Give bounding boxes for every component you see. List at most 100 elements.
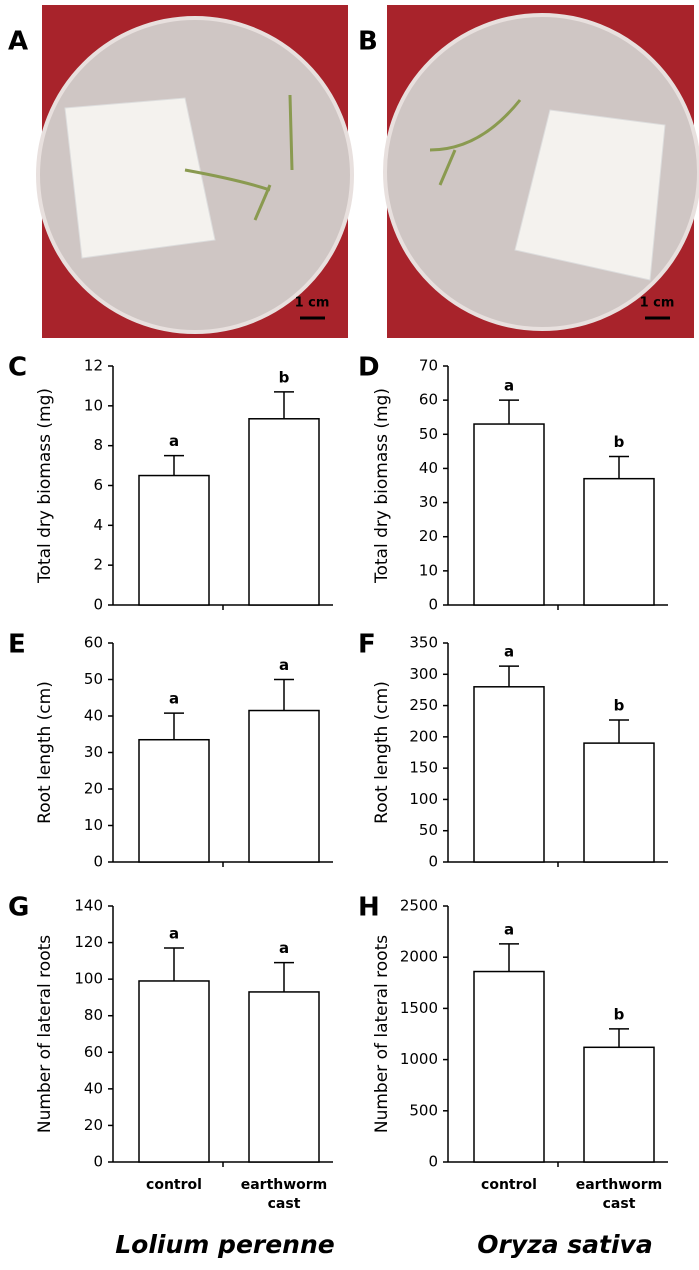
y-tick-label: 60 — [84, 1043, 103, 1061]
y-axis-label: Total dry biomass (mg) — [372, 388, 392, 584]
y-tick-label: 0 — [93, 1153, 103, 1171]
y-tick-label: 20 — [84, 1116, 103, 1134]
error-bar — [164, 712, 184, 740]
bar — [473, 423, 545, 606]
bar — [473, 686, 545, 863]
y-tick-label: 1500 — [400, 999, 438, 1017]
bar — [248, 418, 320, 606]
bar — [138, 474, 210, 606]
bar — [248, 709, 320, 863]
y-tick-label: 200 — [409, 727, 438, 745]
photo-a — [36, 5, 354, 338]
y-tick-label: 30 — [419, 493, 438, 511]
panel-label: F — [358, 630, 376, 660]
y-tick-label: 2000 — [400, 948, 438, 966]
y-axis-label: Number of lateral roots — [35, 935, 55, 1133]
significance-letter: b — [614, 1005, 625, 1023]
panel-label: E — [8, 630, 26, 660]
y-axis-label: Root length (cm) — [372, 681, 392, 824]
bar — [583, 1046, 655, 1163]
error-bar — [499, 399, 519, 425]
y-tick-label: 6 — [93, 476, 103, 494]
significance-letter: a — [504, 920, 514, 938]
significance-letter: a — [169, 432, 179, 450]
y-tick-label: 0 — [428, 853, 438, 871]
species-name: Lolium perenne — [115, 1230, 335, 1259]
error-bar — [274, 961, 294, 992]
bar — [583, 477, 655, 606]
significance-letter: a — [504, 643, 514, 661]
bar — [473, 970, 545, 1163]
y-tick-label: 60 — [84, 634, 103, 652]
y-tick-label: 0 — [428, 1153, 438, 1171]
y-tick-label: 40 — [84, 1079, 103, 1097]
panel-label: D — [358, 353, 380, 383]
x-tick-label: earthworm cast — [240, 1177, 328, 1212]
y-axis-label: Number of lateral roots — [372, 935, 392, 1133]
error-bar — [164, 947, 184, 981]
y-tick-label: 60 — [419, 391, 438, 409]
species-name: Oryza sativa — [477, 1230, 653, 1259]
significance-letter: a — [279, 939, 289, 957]
y-tick-label: 30 — [84, 743, 103, 761]
y-tick-label: 1000 — [400, 1050, 438, 1068]
significance-letter: b — [279, 368, 290, 386]
y-tick-label: 40 — [84, 707, 103, 725]
panel-label: G — [8, 893, 29, 923]
y-tick-label: 350 — [409, 634, 438, 652]
y-tick-label: 4 — [93, 516, 103, 534]
x-tick-label: control — [146, 1177, 202, 1193]
significance-letter: a — [169, 690, 179, 708]
photo-b — [383, 5, 699, 338]
x-tick-label: control — [481, 1177, 537, 1193]
significance-letter: b — [614, 696, 625, 714]
y-tick-label: 50 — [419, 821, 438, 839]
significance-letter: a — [504, 377, 514, 395]
y-tick-label: 300 — [409, 665, 438, 683]
y-tick-label: 20 — [419, 527, 438, 545]
panel-label: B — [358, 27, 378, 57]
panel-label: C — [8, 353, 27, 383]
y-tick-label: 80 — [84, 1006, 103, 1024]
y-tick-label: 10 — [84, 396, 103, 414]
y-tick-label: 8 — [93, 436, 103, 454]
y-tick-label: 140 — [74, 897, 103, 915]
y-tick-label: 10 — [84, 816, 103, 834]
error-bar — [499, 665, 519, 687]
error-bar — [164, 454, 184, 476]
y-tick-label: 0 — [93, 596, 103, 614]
scale-bar-label: 1 cm — [640, 296, 675, 311]
y-axis-label: Total dry biomass (mg) — [35, 388, 55, 584]
panel-label: H — [358, 893, 380, 923]
y-tick-label: 50 — [84, 670, 103, 688]
y-tick-label: 2500 — [400, 897, 438, 915]
y-tick-label: 12 — [84, 357, 103, 375]
bar — [138, 980, 210, 1163]
y-tick-label: 500 — [409, 1101, 438, 1119]
y-tick-label: 0 — [93, 853, 103, 871]
scale-bar-label: 1 cm — [295, 296, 330, 311]
panel-label: A — [8, 27, 28, 57]
significance-letter: b — [614, 433, 625, 451]
error-bar — [609, 1028, 629, 1048]
bar — [248, 991, 320, 1163]
error-bar — [499, 943, 519, 972]
y-tick-label: 2 — [93, 556, 103, 574]
error-bar — [609, 455, 629, 479]
y-tick-label: 20 — [84, 780, 103, 798]
bar — [583, 742, 655, 863]
bar — [138, 738, 210, 863]
y-tick-label: 0 — [428, 596, 438, 614]
error-bar — [609, 719, 629, 744]
significance-letter: a — [169, 925, 179, 943]
significance-letter: a — [279, 656, 289, 674]
y-tick-label: 120 — [74, 933, 103, 951]
error-bar — [274, 678, 294, 711]
x-tick-label: earthworm cast — [575, 1177, 663, 1212]
error-bar — [274, 391, 294, 419]
y-tick-label: 250 — [409, 696, 438, 714]
y-tick-label: 10 — [419, 561, 438, 579]
y-axis-label: Root length (cm) — [35, 681, 55, 824]
